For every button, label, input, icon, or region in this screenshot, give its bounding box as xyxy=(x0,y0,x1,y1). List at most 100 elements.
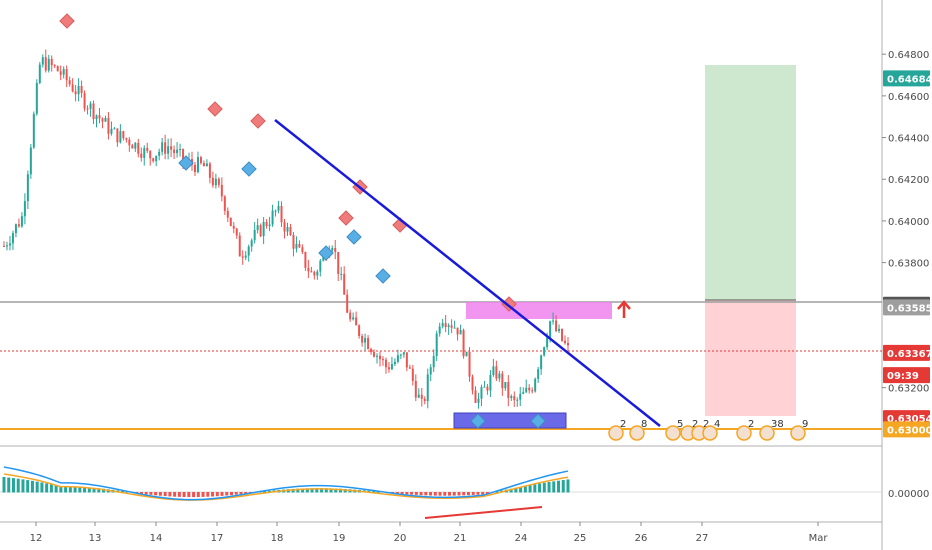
price-tick-label: 0.64800 xyxy=(888,50,929,61)
candle-body xyxy=(8,243,11,246)
candle-body xyxy=(38,64,41,83)
histogram-bar xyxy=(234,492,238,495)
loss-zone[interactable] xyxy=(705,300,796,416)
candle-body xyxy=(337,251,340,275)
candle-body xyxy=(131,145,134,149)
histogram-bar xyxy=(68,486,72,493)
resistance-zone[interactable] xyxy=(466,302,612,319)
candle-body xyxy=(20,216,23,227)
candle-body xyxy=(173,149,176,154)
candle-body xyxy=(113,128,116,130)
event-badge-count: 8 xyxy=(641,419,647,430)
candle-body xyxy=(119,131,122,143)
candle-body xyxy=(319,260,322,272)
candle-body xyxy=(289,227,292,236)
divergence-line[interactable] xyxy=(424,506,543,519)
candle-body xyxy=(47,58,50,71)
histogram-bar xyxy=(476,492,480,495)
downtrend-line[interactable] xyxy=(274,119,661,427)
candle-body xyxy=(83,93,86,109)
candle-body xyxy=(220,184,223,197)
profit-zone[interactable] xyxy=(705,65,796,300)
price-tag xyxy=(883,299,930,316)
up-arrow-icon xyxy=(617,300,631,318)
histogram-bar xyxy=(177,492,181,497)
candle-body xyxy=(450,325,453,328)
candle-body xyxy=(498,373,501,379)
candle-body xyxy=(68,80,71,85)
indicator-zero-label: 0.00000 xyxy=(888,489,929,500)
candle-body xyxy=(95,115,98,120)
candle-body xyxy=(298,244,301,248)
candle-body xyxy=(546,337,549,348)
histogram-bar xyxy=(457,492,461,496)
candle-body xyxy=(435,333,438,356)
histogram-bar xyxy=(471,492,475,495)
candle-body xyxy=(182,149,185,161)
candle-body xyxy=(519,393,522,400)
buy-signal-marker xyxy=(346,229,362,245)
time-axis[interactable]: 12 13 14 17 18 19 20 21 24 25 26 27 Mar xyxy=(30,522,829,544)
candle-body xyxy=(468,351,471,377)
histogram-bar xyxy=(542,482,546,493)
candle-body xyxy=(423,398,426,402)
histogram-bar xyxy=(410,492,414,495)
candle-body xyxy=(373,352,376,357)
histogram-bar xyxy=(552,481,556,493)
event-flag-icon[interactable] xyxy=(702,425,718,441)
candle-body xyxy=(295,244,298,249)
candle-body xyxy=(441,323,444,327)
candle-body xyxy=(414,380,417,398)
histogram-bar xyxy=(514,487,518,493)
event-flag-icon[interactable] xyxy=(629,425,645,441)
histogram-bar xyxy=(187,492,191,498)
histogram-bar xyxy=(163,492,167,497)
indicator-pane xyxy=(0,466,882,501)
price-tag-label: 0.63585 xyxy=(887,303,932,314)
event-flag-icon[interactable] xyxy=(608,425,624,441)
candle-body xyxy=(137,142,140,154)
price-tag xyxy=(883,70,930,87)
time-tick-label: 17 xyxy=(211,533,224,544)
candle-body xyxy=(110,128,113,134)
price-tick-label: 0.64000 xyxy=(888,217,929,228)
candle-body xyxy=(558,328,561,331)
histogram-bar xyxy=(481,492,485,495)
event-flag-icon[interactable] xyxy=(790,425,806,441)
candle-body xyxy=(462,330,465,357)
sell-signal-marker xyxy=(207,101,223,117)
price-axis[interactable]: 0.64800 0.64600 0.64400 0.64200 0.64000 0.638… xyxy=(882,50,929,395)
candle-body xyxy=(62,69,65,75)
candle-body xyxy=(232,225,235,229)
candle-body xyxy=(540,355,543,370)
candle-body xyxy=(283,222,286,232)
candle-body xyxy=(456,327,459,335)
candle-body xyxy=(164,142,167,154)
histogram-bar xyxy=(54,485,58,493)
histogram-bar xyxy=(395,492,399,494)
histogram-bar xyxy=(149,492,153,495)
histogram-bar xyxy=(509,488,513,493)
event-flag-icon[interactable] xyxy=(665,425,681,441)
candle-body xyxy=(465,351,468,357)
macd-line xyxy=(3,466,569,501)
candle-body xyxy=(528,387,531,391)
candle-body xyxy=(205,163,208,167)
candle-body xyxy=(223,196,226,211)
candle-body xyxy=(125,138,128,140)
price-tick-label: 0.64200 xyxy=(888,175,929,186)
candle-body xyxy=(408,367,411,369)
histogram-bar xyxy=(343,488,347,493)
candle-body xyxy=(104,117,107,122)
price-tag-label: 0.63054 xyxy=(887,414,932,425)
candle-body xyxy=(244,255,247,258)
candle-body xyxy=(381,359,384,361)
event-flag-icon[interactable] xyxy=(759,425,775,441)
histogram-bar xyxy=(11,478,15,493)
candle-body xyxy=(316,271,319,276)
histogram-bar xyxy=(419,492,423,496)
event-flag-icon[interactable] xyxy=(736,425,752,441)
candle-body xyxy=(277,205,280,211)
histogram-bar xyxy=(196,492,200,498)
